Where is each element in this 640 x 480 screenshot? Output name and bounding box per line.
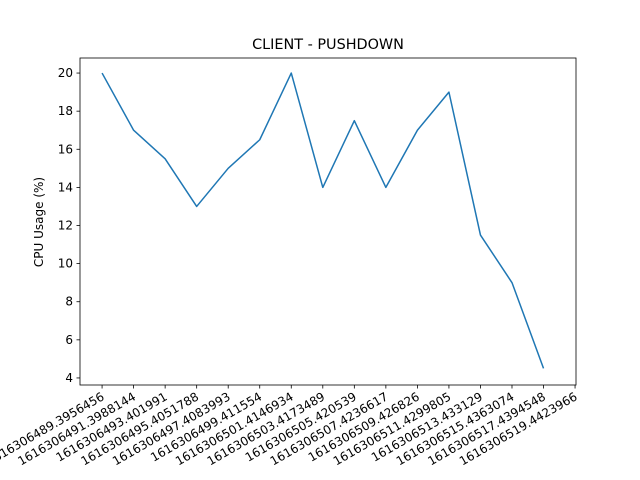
y-tick-label: 20 — [58, 66, 73, 80]
y-tick-label: 4 — [65, 371, 73, 385]
y-tick-label: 16 — [58, 142, 73, 156]
y-axis-label: CPU Usage (%) — [32, 177, 46, 267]
y-tick-label: 14 — [58, 180, 73, 194]
plot-frame — [79, 57, 577, 386]
y-tick-label: 6 — [65, 333, 73, 347]
y-tick-label: 10 — [58, 257, 73, 271]
y-tick-label: 18 — [58, 104, 73, 118]
y-tick-label: 12 — [58, 219, 73, 233]
line — [101, 72, 545, 369]
y-tick-label: 8 — [65, 295, 73, 309]
chart-title: CLIENT - PUSHDOWN — [252, 37, 404, 53]
